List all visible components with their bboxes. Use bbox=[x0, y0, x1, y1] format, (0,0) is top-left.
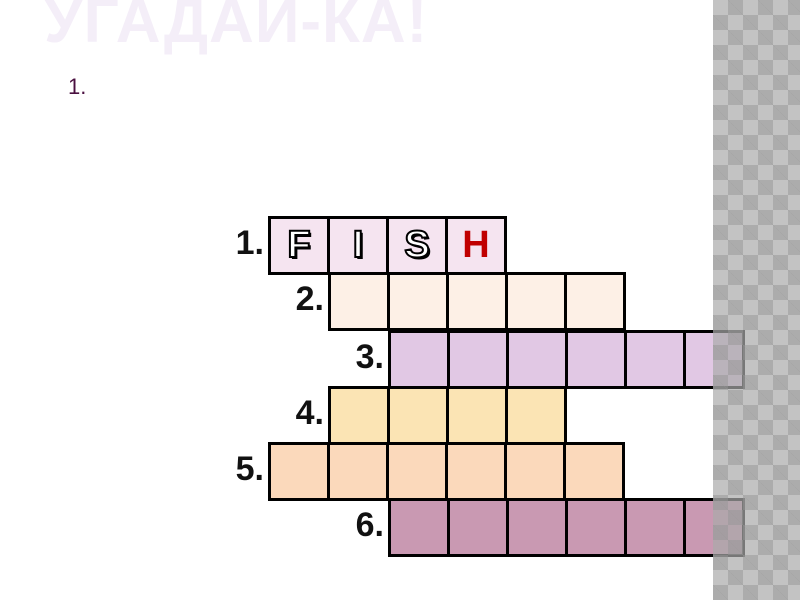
crossword-row bbox=[268, 442, 625, 501]
crossword-cell[interactable]: F bbox=[268, 216, 330, 275]
crossword-cell[interactable] bbox=[388, 498, 450, 557]
crossword-cell[interactable] bbox=[504, 442, 566, 501]
crossword-cell[interactable] bbox=[505, 272, 567, 331]
decorative-side-panel bbox=[713, 0, 800, 600]
crossword-row bbox=[388, 330, 745, 389]
crossword-cell[interactable] bbox=[328, 386, 390, 445]
crossword-cell[interactable] bbox=[447, 330, 509, 389]
row-label: 5. bbox=[235, 450, 264, 488]
crossword-cell[interactable] bbox=[445, 442, 507, 501]
crossword-cell[interactable] bbox=[446, 272, 508, 331]
crossword-cell[interactable] bbox=[268, 442, 330, 501]
crossword-cell[interactable] bbox=[387, 272, 449, 331]
question-number: 1. bbox=[68, 74, 87, 99]
crossword-row bbox=[388, 498, 745, 557]
crossword-cell[interactable] bbox=[563, 442, 625, 501]
crossword-cell[interactable] bbox=[505, 386, 567, 445]
crossword-cell[interactable] bbox=[387, 386, 449, 445]
crossword-cell[interactable] bbox=[447, 498, 509, 557]
row-label: 1. bbox=[235, 224, 264, 262]
crossword-cell[interactable] bbox=[388, 330, 450, 389]
crossword-cell[interactable]: H bbox=[445, 216, 507, 275]
crossword-cell[interactable] bbox=[327, 442, 389, 501]
row-label: 4. bbox=[295, 394, 324, 432]
crossword-cell[interactable] bbox=[506, 330, 568, 389]
row-label: 2. bbox=[295, 280, 324, 318]
crossword-cell[interactable] bbox=[565, 330, 627, 389]
crossword-cell[interactable] bbox=[624, 330, 686, 389]
crossword-cell[interactable] bbox=[328, 272, 390, 331]
crossword-cell[interactable]: I bbox=[327, 216, 389, 275]
crossword-cell[interactable] bbox=[506, 498, 568, 557]
crossword-cell[interactable] bbox=[624, 498, 686, 557]
crossword-cell[interactable]: S bbox=[386, 216, 448, 275]
crossword-cell[interactable] bbox=[446, 386, 508, 445]
crossword-row bbox=[328, 272, 626, 331]
row-label: 6. bbox=[355, 506, 384, 544]
crossword-row bbox=[328, 386, 567, 445]
crossword-cell[interactable] bbox=[564, 272, 626, 331]
crossword-cell[interactable] bbox=[565, 498, 627, 557]
slide-title: УГАДАЙ-КА! bbox=[44, 0, 429, 56]
crossword-cell[interactable] bbox=[386, 442, 448, 501]
row-label: 3. bbox=[355, 338, 384, 376]
